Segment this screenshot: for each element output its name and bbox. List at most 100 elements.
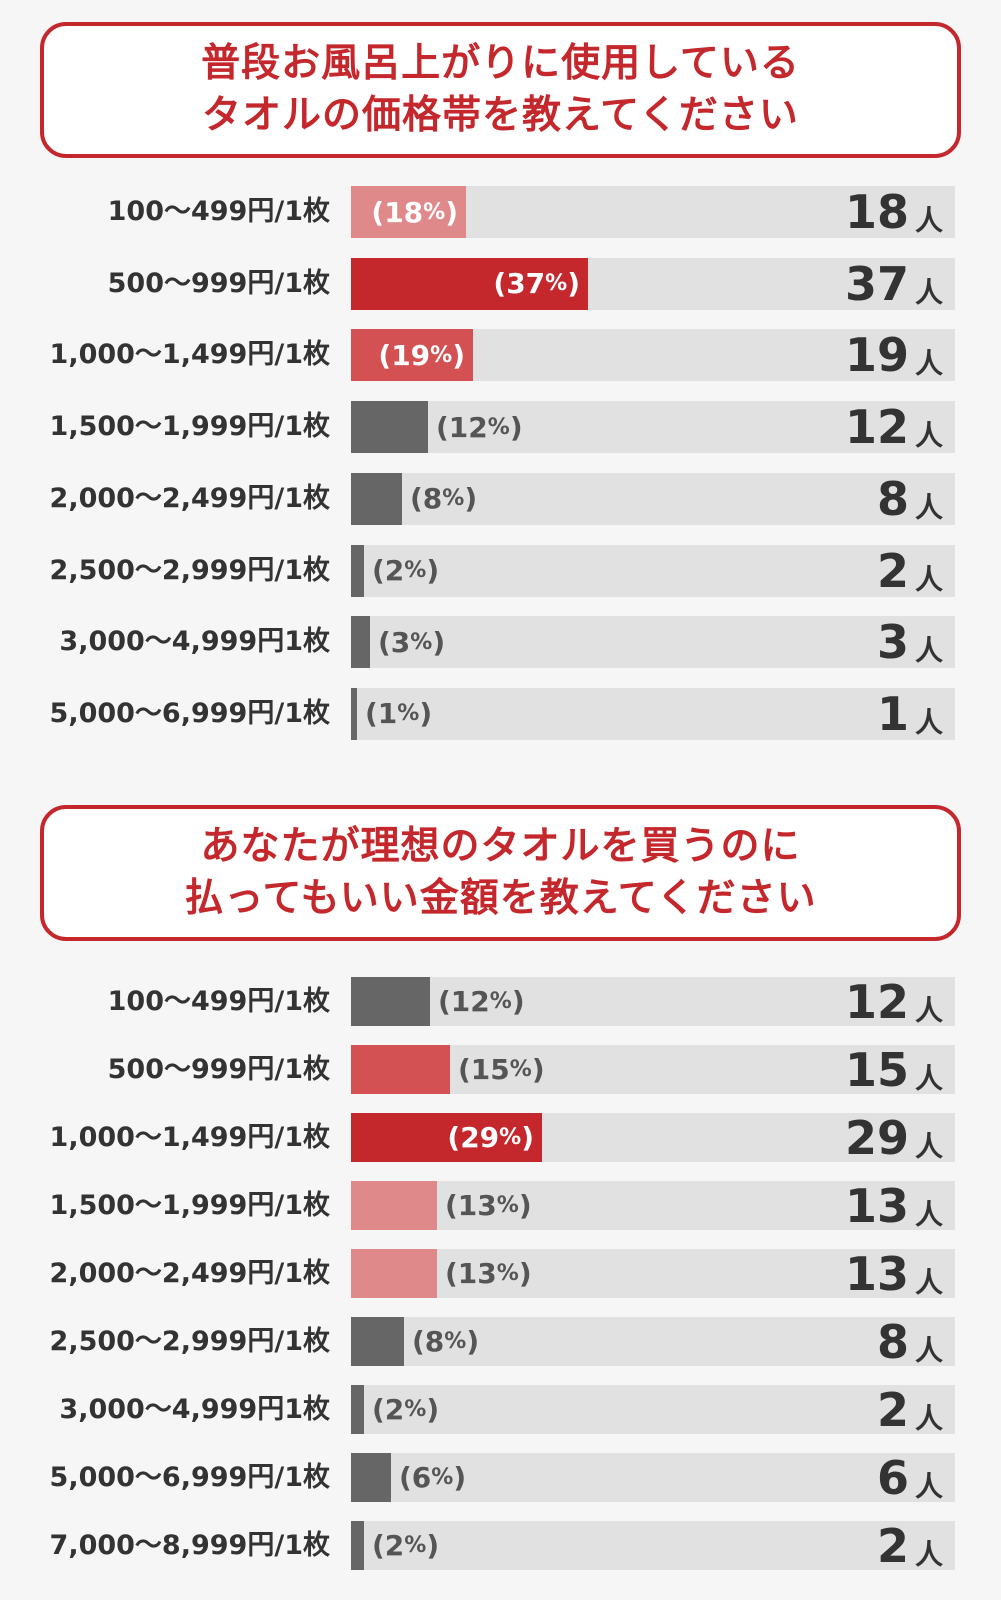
count-value: 3 xyxy=(876,615,909,670)
category-label: 5,000〜6,999円/1枚 xyxy=(49,697,330,729)
percent-sign: % xyxy=(404,1397,427,1422)
count-unit: 人 xyxy=(914,562,943,596)
percent-sign: % xyxy=(499,1125,522,1150)
count-label: 13 人 xyxy=(844,1246,943,1301)
bar xyxy=(351,329,473,382)
percent-label: (6%) xyxy=(399,1453,466,1502)
percent-label: (13%) xyxy=(445,1181,532,1230)
count-value: 13 xyxy=(844,1246,909,1301)
chart2-title-box: あなたが理想のタオルを買うのに 払ってもいい金額を教えてください xyxy=(40,805,961,941)
percent-value: 2 xyxy=(384,1529,405,1562)
chart2-title-line-2: 払ってもいい金額を教えてください xyxy=(184,876,817,921)
count-value: 1 xyxy=(876,686,909,741)
percent-value: 8 xyxy=(424,1325,445,1358)
percent-label: (29%) xyxy=(447,1113,534,1162)
count-value: 2 xyxy=(876,543,909,598)
paren-open: ( xyxy=(371,195,385,229)
category-label: 5,000〜6,999円/1枚 xyxy=(49,1462,330,1493)
bar xyxy=(351,257,588,310)
chart2-title-line-1: あなたが理想のタオルを買うのに xyxy=(200,824,801,869)
percent-value: 2 xyxy=(384,1393,405,1426)
count-unit: 人 xyxy=(914,634,943,668)
count-unit: 人 xyxy=(914,419,943,453)
percent-sign: % xyxy=(489,989,512,1014)
paren-open: ( xyxy=(378,625,391,659)
count-label: 18 人 xyxy=(844,185,943,239)
bar-track: (2%) 2 人 xyxy=(351,543,955,598)
category-label: 2,000〜2,499円/1枚 xyxy=(49,482,330,514)
count-label: 12 人 xyxy=(844,400,943,455)
category-label: 2,500〜2,999円/1枚 xyxy=(49,554,330,586)
count-value: 8 xyxy=(876,1314,909,1369)
paren-open: ( xyxy=(438,985,451,1018)
percent-value: 8 xyxy=(422,482,443,516)
percent-value: 13 xyxy=(457,1189,497,1222)
percent-label: (8%) xyxy=(412,1317,479,1366)
bar-row: 5,000〜6,999円/1枚(6%) 6 人 xyxy=(0,1451,1001,1505)
bar xyxy=(351,687,357,740)
count-value: 18 xyxy=(844,185,909,239)
bar xyxy=(351,1317,404,1366)
bar xyxy=(351,1521,364,1570)
chart1-title-line-1: 普段お風呂上がりに使用している xyxy=(201,41,800,86)
percent-value: 15 xyxy=(470,1053,510,1086)
chart1-title-line-2: タオルの価格帯を教えてください xyxy=(202,93,799,138)
bar-row: 1,000〜1,499円/1枚 (29%) 29 人 xyxy=(0,1111,1001,1165)
category-label: 100〜499円/1枚 xyxy=(107,986,330,1017)
bar-track: (8%) 8 人 xyxy=(351,472,955,526)
bar-track: (2%) 2 人 xyxy=(351,1383,955,1437)
category-label: 3,000〜4,999円1枚 xyxy=(59,1394,330,1425)
bar-track: (2%) 2 人 xyxy=(351,1518,955,1573)
count-value: 37 xyxy=(844,256,909,311)
count-unit: 人 xyxy=(914,1401,943,1435)
count-unit: 人 xyxy=(914,275,943,309)
paren-open: ( xyxy=(410,482,423,516)
category-label: 1,500〜1,999円/1枚 xyxy=(49,411,330,443)
bar-track: (15%) 15 人 xyxy=(351,1043,955,1097)
paren-close: ) xyxy=(464,482,478,516)
bar-row: 1,000〜1,499円/1枚(19%) 19 人 xyxy=(0,328,1001,382)
count-unit: 人 xyxy=(914,705,943,739)
bar-track: (13%) 13 人 xyxy=(351,1178,955,1233)
count-value: 12 xyxy=(844,400,909,455)
bar-row: 5,000〜6,999円/1枚(1%) 1 人 xyxy=(0,686,1001,741)
count-label: 12 人 xyxy=(844,974,943,1029)
bar xyxy=(351,472,402,525)
category-label: 3,000〜4,999円1枚 xyxy=(59,626,330,658)
paren-close: ) xyxy=(466,1325,480,1358)
bar-row: 1,500〜1,999円/1枚(12%) 12 人 xyxy=(0,400,1001,455)
bar-track: (3%) 3 人 xyxy=(351,615,955,670)
bar-row: 100〜499円/1枚(12%) 12 人 xyxy=(0,974,1001,1029)
count-unit: 人 xyxy=(914,1061,943,1095)
percent-value: 3 xyxy=(390,625,411,659)
paren-close: ) xyxy=(426,554,440,587)
bar-row: 2,000〜2,499円/1枚(8%) 8 人 xyxy=(0,472,1001,526)
category-label: 2,500〜2,999円/1枚 xyxy=(49,1326,330,1357)
percent-label: (3%) xyxy=(378,616,445,668)
percent-sign: % xyxy=(404,558,427,583)
category-label: 100〜499円/1枚 xyxy=(107,196,330,227)
percent-sign: % xyxy=(430,342,453,368)
percent-value: 12 xyxy=(448,410,488,444)
count-unit: 人 xyxy=(914,1265,943,1299)
chart1-title-box: 普段お風呂上がりに使用している タオルの価格帯を教えてください xyxy=(40,22,961,158)
paren-close: ) xyxy=(432,625,446,659)
paren-close: ) xyxy=(521,1121,534,1154)
bar xyxy=(351,1385,364,1434)
percent-label: (19%) xyxy=(378,329,465,381)
paren-open: ( xyxy=(378,338,392,372)
count-value: 12 xyxy=(844,974,909,1029)
percent-value: 2 xyxy=(384,554,405,587)
percent-sign: % xyxy=(496,1193,519,1218)
category-label: 1,000〜1,499円/1枚 xyxy=(49,1122,330,1153)
bar-track: (29%) 29 人 xyxy=(351,1111,955,1165)
count-value: 2 xyxy=(876,1518,909,1573)
paren-close: ) xyxy=(419,697,433,731)
paren-open: ( xyxy=(445,1189,458,1222)
count-value: 13 xyxy=(844,1178,909,1233)
percent-value: 13 xyxy=(457,1257,497,1290)
